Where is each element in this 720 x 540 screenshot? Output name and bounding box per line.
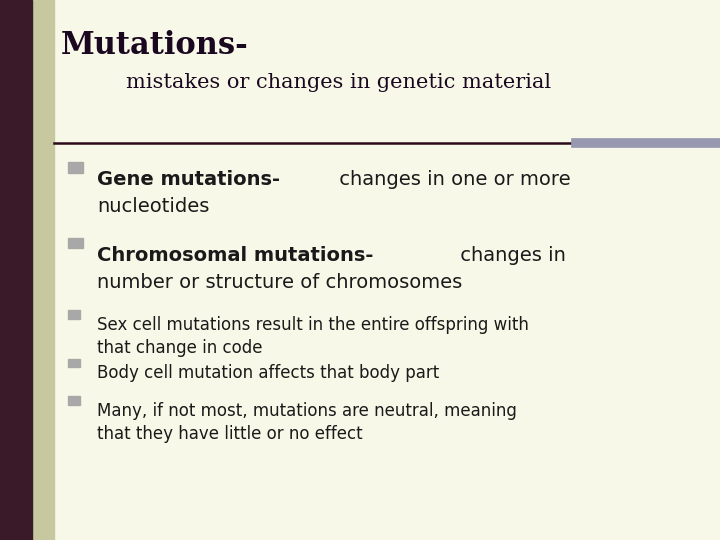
Text: Sex cell mutations result in the entire offspring with: Sex cell mutations result in the entire … xyxy=(97,316,529,334)
Text: changes in: changes in xyxy=(454,246,566,265)
Bar xyxy=(68,359,80,367)
Text: changes in one or more: changes in one or more xyxy=(333,170,571,189)
Bar xyxy=(68,396,80,405)
Text: that change in code: that change in code xyxy=(97,339,263,357)
Text: mistakes or changes in genetic material: mistakes or changes in genetic material xyxy=(126,73,551,92)
Bar xyxy=(0,0,54,540)
Text: nucleotides: nucleotides xyxy=(97,197,210,216)
Text: Body cell mutation affects that body part: Body cell mutation affects that body par… xyxy=(97,364,439,382)
Text: that they have little or no effect: that they have little or no effect xyxy=(97,426,363,443)
Text: Mutations-: Mutations- xyxy=(61,30,249,60)
Text: Gene mutations-: Gene mutations- xyxy=(97,170,280,189)
Bar xyxy=(68,162,83,173)
Text: number or structure of chromosomes: number or structure of chromosomes xyxy=(97,273,462,292)
Text: Chromosomal mutations-: Chromosomal mutations- xyxy=(97,246,374,265)
Bar xyxy=(68,310,80,319)
Text: Many, if not most, mutations are neutral, meaning: Many, if not most, mutations are neutral… xyxy=(97,402,517,420)
Bar xyxy=(68,238,83,248)
Bar xyxy=(0,0,32,540)
